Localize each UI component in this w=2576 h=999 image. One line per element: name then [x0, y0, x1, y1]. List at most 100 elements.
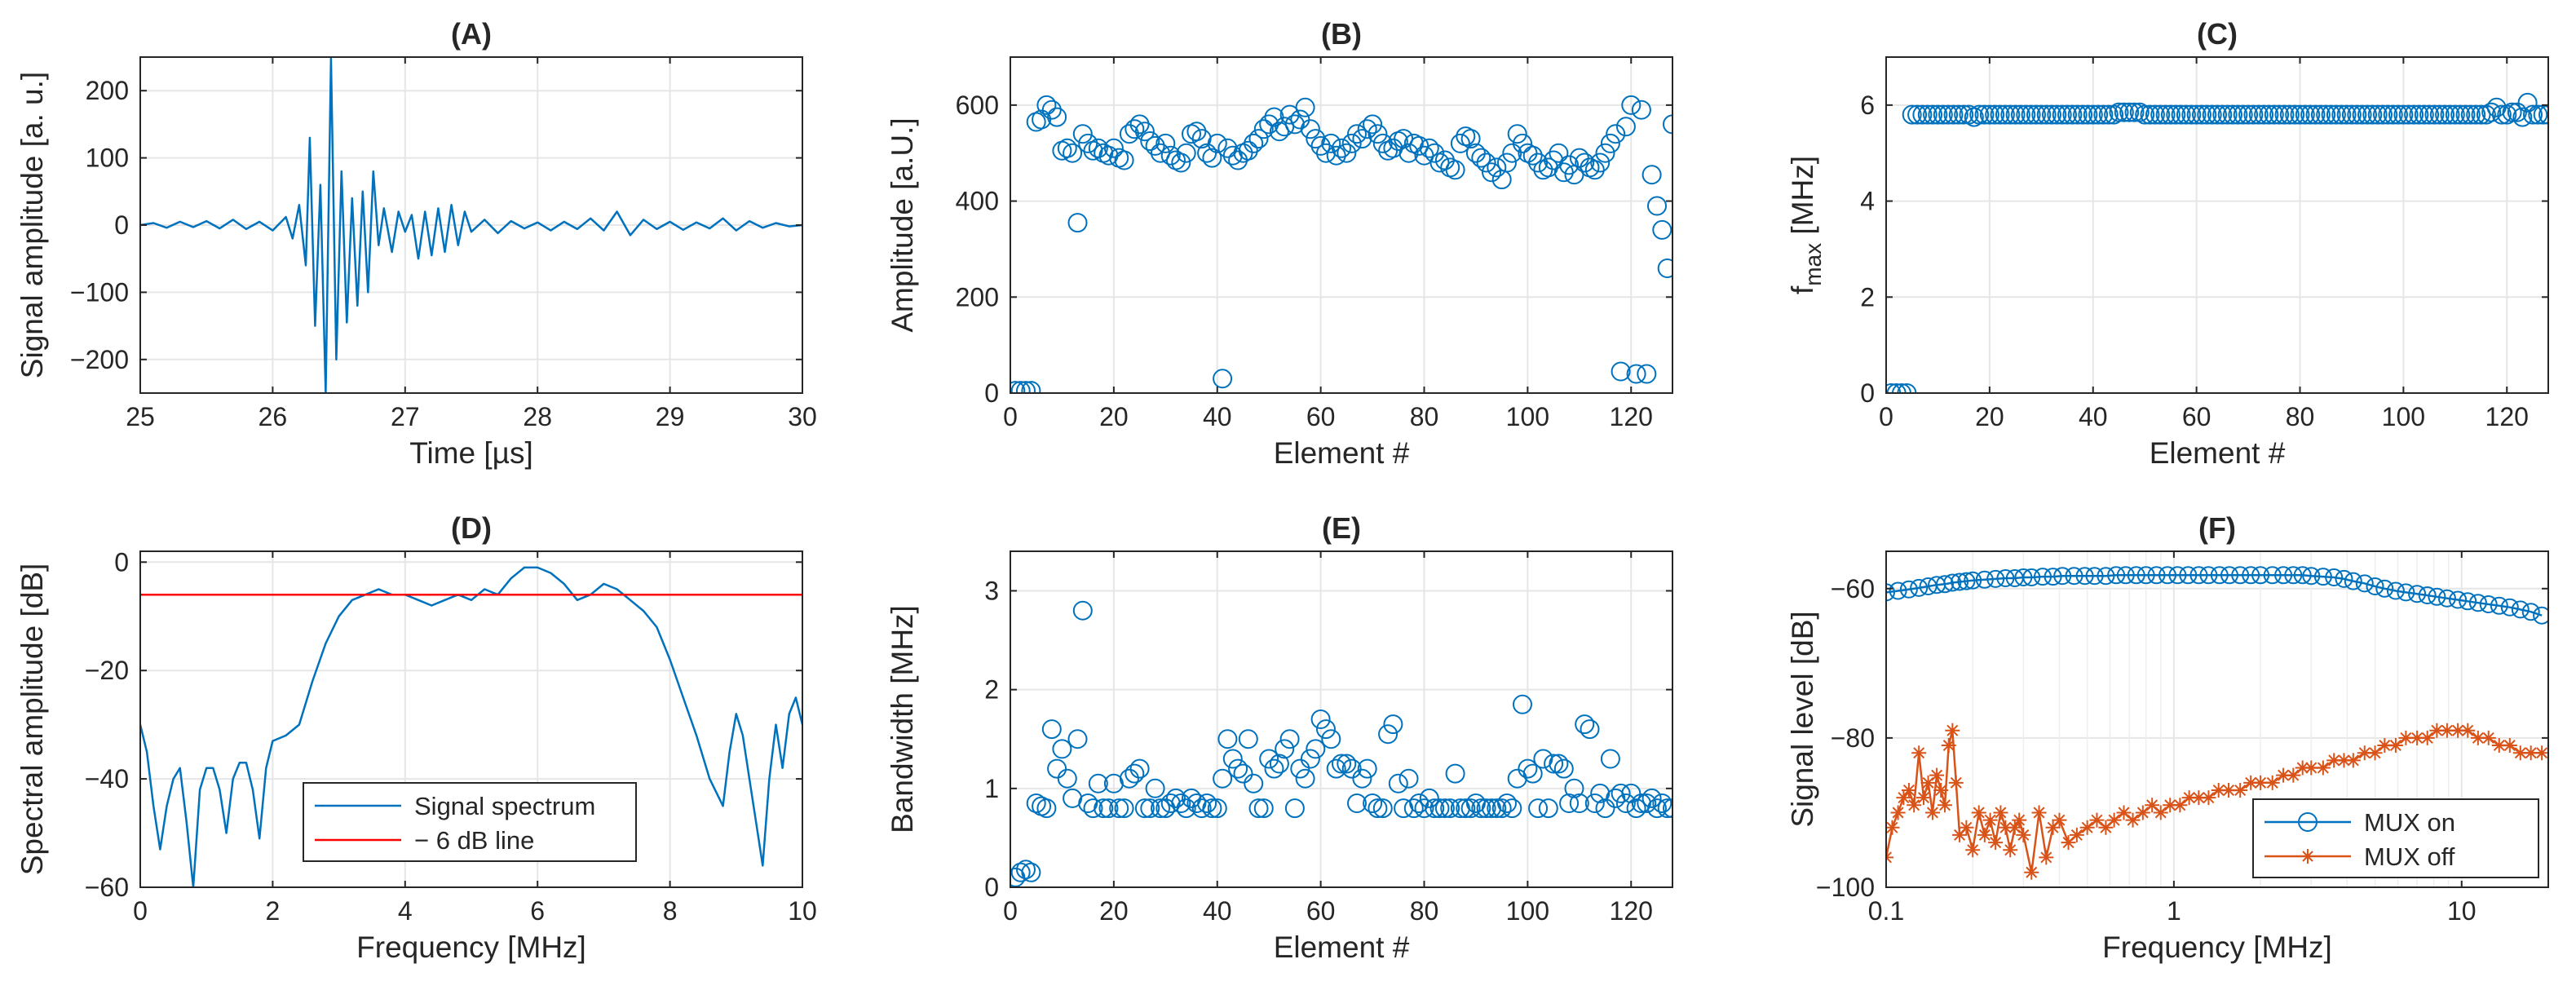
chart-title: (A) [451, 17, 492, 51]
data-point [1590, 783, 1611, 803]
data-point [2388, 738, 2403, 754]
data-point [2481, 730, 2496, 745]
y-axis-label-main: f [1786, 285, 1819, 294]
y-tick-label: 0 [984, 873, 999, 902]
data-point [1929, 767, 1945, 783]
data-point [2315, 760, 2331, 776]
data-point [1213, 768, 1233, 789]
x-axis-label: Time [µs] [409, 436, 533, 470]
data-point [2284, 566, 2303, 585]
data-point [1595, 798, 1615, 819]
data-point [1316, 719, 1336, 740]
data-point [2160, 104, 2181, 125]
data-point [2357, 745, 2372, 761]
data-point [1036, 798, 1057, 819]
data-point [2181, 104, 2202, 125]
data-point [2377, 738, 2393, 754]
legend-entry: MUX on [2364, 808, 2455, 837]
y-axis-label: Amplitude [a.U.] [886, 117, 919, 332]
data-point [1912, 104, 1933, 125]
data-point [1352, 129, 1372, 149]
data-point [1047, 107, 1067, 127]
y-axis-label: fmax [MHz] [1786, 156, 1826, 294]
data-point [1460, 129, 1481, 149]
data-point [1986, 569, 2005, 588]
data-point [1378, 724, 1398, 745]
data-point [1951, 572, 1969, 591]
data-point [2036, 104, 2057, 125]
series-mux-on [1886, 566, 2548, 625]
data-point [1445, 763, 1465, 784]
data-point [2326, 104, 2346, 125]
data-point [2437, 589, 2456, 608]
data-point [2440, 104, 2460, 125]
data-point [2147, 566, 2166, 585]
data-point [1275, 739, 1295, 759]
data-point [2044, 568, 2062, 586]
x-tick-label: 6 [530, 896, 545, 926]
data-point [1222, 145, 1243, 166]
y-tick-label: −40 [85, 764, 129, 793]
data-point [1197, 793, 1217, 813]
y-axis-label: Spectral amplitude [dB] [15, 564, 49, 876]
data-point [1995, 104, 2015, 125]
data-point [1425, 798, 1445, 819]
data-point [1109, 798, 1129, 819]
data-point [1901, 782, 1916, 798]
data-point [1098, 798, 1119, 819]
data-point [1544, 150, 1564, 170]
data-point [1606, 124, 1626, 144]
data-point [1615, 117, 1636, 137]
data-point [1538, 798, 1558, 819]
data-point [1151, 798, 1170, 819]
legend-marker [2300, 849, 2315, 864]
ticks: 25 26 27 28 29 30 −200 −100 0 100 200 [70, 57, 817, 431]
series-amplitude [1010, 95, 1672, 393]
data-point [1886, 383, 1907, 393]
data-point [1487, 157, 1507, 178]
data-point [2233, 104, 2253, 125]
data-point [2065, 567, 2083, 586]
data-point [1067, 213, 1088, 233]
data-point [1621, 95, 1641, 115]
x-axis-label: Element # [1274, 436, 1410, 470]
y-tick-label: 0 [984, 378, 999, 408]
y-axis-label: Signal level [dB] [1786, 611, 1819, 827]
data-point [2449, 590, 2468, 609]
data-point [2500, 598, 2519, 617]
data-point [2366, 577, 2384, 595]
data-point [2321, 104, 2341, 125]
x-tick-label: 60 [2182, 402, 2211, 431]
data-point [2355, 574, 2374, 593]
data-point [2345, 753, 2361, 768]
data-point [2326, 753, 2342, 768]
y-tick-label: −200 [70, 345, 129, 374]
data-point [2502, 102, 2522, 122]
data-point [1176, 798, 1196, 819]
data-point [1600, 133, 1620, 153]
data-point [2062, 104, 2083, 125]
data-point [1279, 729, 1300, 749]
data-point [1559, 793, 1580, 813]
data-point [2124, 102, 2145, 122]
data-point [2078, 104, 2098, 125]
data-point [1518, 758, 1538, 779]
data-point [2331, 104, 2352, 125]
data-point [2538, 104, 2548, 125]
data-point [1372, 798, 1393, 819]
data-point [2192, 104, 2211, 125]
data-point [2429, 104, 2450, 125]
data-point [2316, 104, 2336, 125]
data-point [2383, 104, 2403, 125]
y-tick-label: 4 [1860, 187, 1875, 216]
data-point [2293, 566, 2312, 585]
data-point [2079, 820, 2095, 835]
x-tick-label: 2 [266, 896, 281, 926]
data-point [2097, 567, 2115, 586]
data-point [1368, 124, 1388, 144]
x-tick-label: 29 [656, 402, 685, 431]
data-point [1941, 738, 1956, 754]
axes-box [1885, 550, 2549, 888]
data-point [2114, 102, 2134, 122]
legend-entry: MUX off [2364, 842, 2455, 871]
